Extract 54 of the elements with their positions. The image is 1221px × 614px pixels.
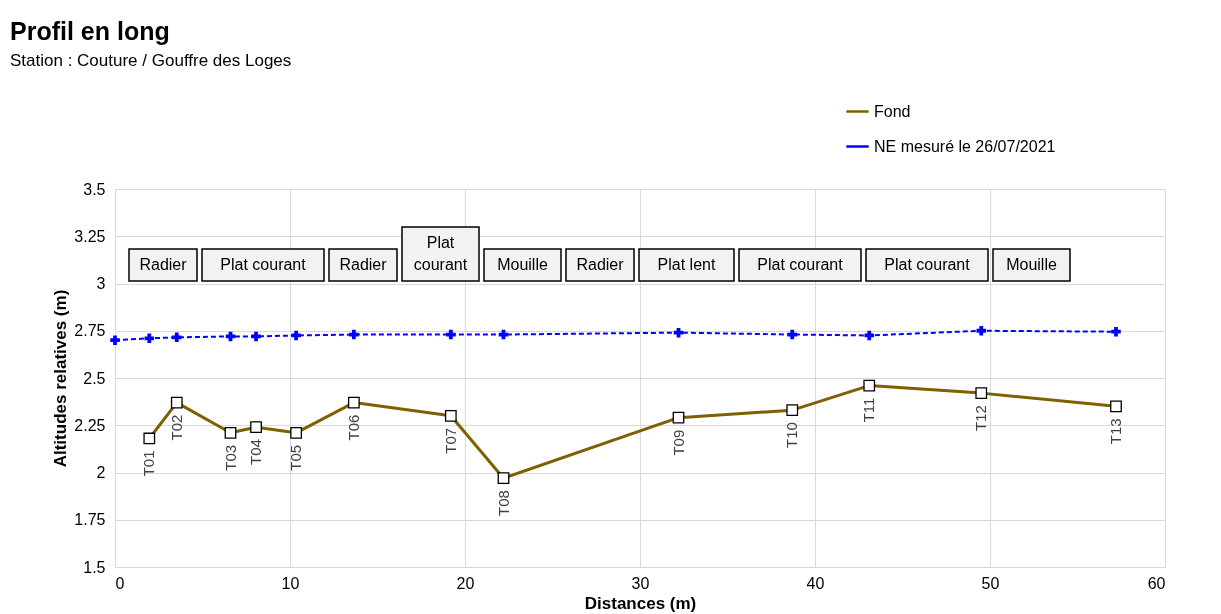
annotation: Mouille bbox=[1006, 256, 1057, 273]
annotation: Plat lent bbox=[657, 256, 716, 273]
data-label: T03 bbox=[221, 444, 239, 471]
x-tick-label: 40 bbox=[806, 574, 825, 592]
data-label: T08 bbox=[494, 490, 512, 517]
y-tick-label: 1.5 bbox=[83, 558, 106, 576]
y-tick-label: 3 bbox=[96, 275, 106, 292]
annotation: Plat courant bbox=[413, 234, 468, 273]
y-tick-label: 2 bbox=[96, 464, 106, 481]
chart-title: Profil en long bbox=[10, 17, 170, 45]
data-label: T07 bbox=[441, 427, 459, 454]
annotation: Plat courant bbox=[884, 256, 971, 273]
x-axis-title: Distances (m) bbox=[584, 593, 697, 613]
point bbox=[349, 329, 359, 340]
x-tick-label: 20 bbox=[456, 574, 475, 592]
point bbox=[172, 332, 182, 343]
x-tick-label: 50 bbox=[981, 574, 1000, 592]
data-label: T10 bbox=[783, 422, 801, 448]
y-axis-title: Altitudes relatives (m) bbox=[51, 289, 71, 468]
y-tick-label: 2.25 bbox=[74, 416, 106, 434]
annotation: Radier bbox=[576, 256, 625, 273]
data-label: T11 bbox=[860, 397, 878, 423]
point bbox=[251, 331, 261, 342]
y-tick-label: 2.75 bbox=[74, 322, 106, 340]
y-tick-label: 1.75 bbox=[74, 511, 106, 529]
point bbox=[144, 333, 155, 344]
point bbox=[110, 335, 120, 345]
annotation: Radier bbox=[339, 256, 388, 273]
data-label: T09 bbox=[669, 429, 687, 456]
x-tick-label: 60 bbox=[1147, 574, 1166, 592]
data-label: T13 bbox=[1107, 418, 1124, 445]
y-tick-label: 2.5 bbox=[83, 369, 106, 387]
point bbox=[291, 330, 301, 341]
data-label: T06 bbox=[344, 414, 362, 441]
point bbox=[446, 329, 456, 340]
data-label: T12 bbox=[972, 405, 990, 431]
data-label: T02 bbox=[167, 414, 185, 441]
point bbox=[976, 326, 986, 336]
annotation: Radier bbox=[139, 256, 188, 273]
x-tick-label: 30 bbox=[631, 574, 650, 592]
data-label: T05 bbox=[287, 444, 305, 471]
data-label: T04 bbox=[247, 439, 265, 465]
x-tick-label: 0 bbox=[115, 574, 125, 592]
point bbox=[1111, 326, 1121, 337]
y-tick-label: 3.25 bbox=[74, 227, 106, 245]
y-tick-label: 3.5 bbox=[83, 180, 106, 198]
data-label: T01 bbox=[140, 450, 158, 477]
annotation: Mouille bbox=[497, 256, 548, 273]
annotation: Plat courant bbox=[757, 256, 844, 273]
legend-label: NE mesuré le 26/07/2021 bbox=[874, 137, 1056, 155]
legend-label: Fond bbox=[874, 102, 911, 120]
chart-subtitle: Station : Couture / Gouffre des Loges bbox=[10, 51, 292, 70]
x-tick-label: 10 bbox=[281, 574, 300, 592]
annotation: Plat courant bbox=[220, 256, 307, 273]
